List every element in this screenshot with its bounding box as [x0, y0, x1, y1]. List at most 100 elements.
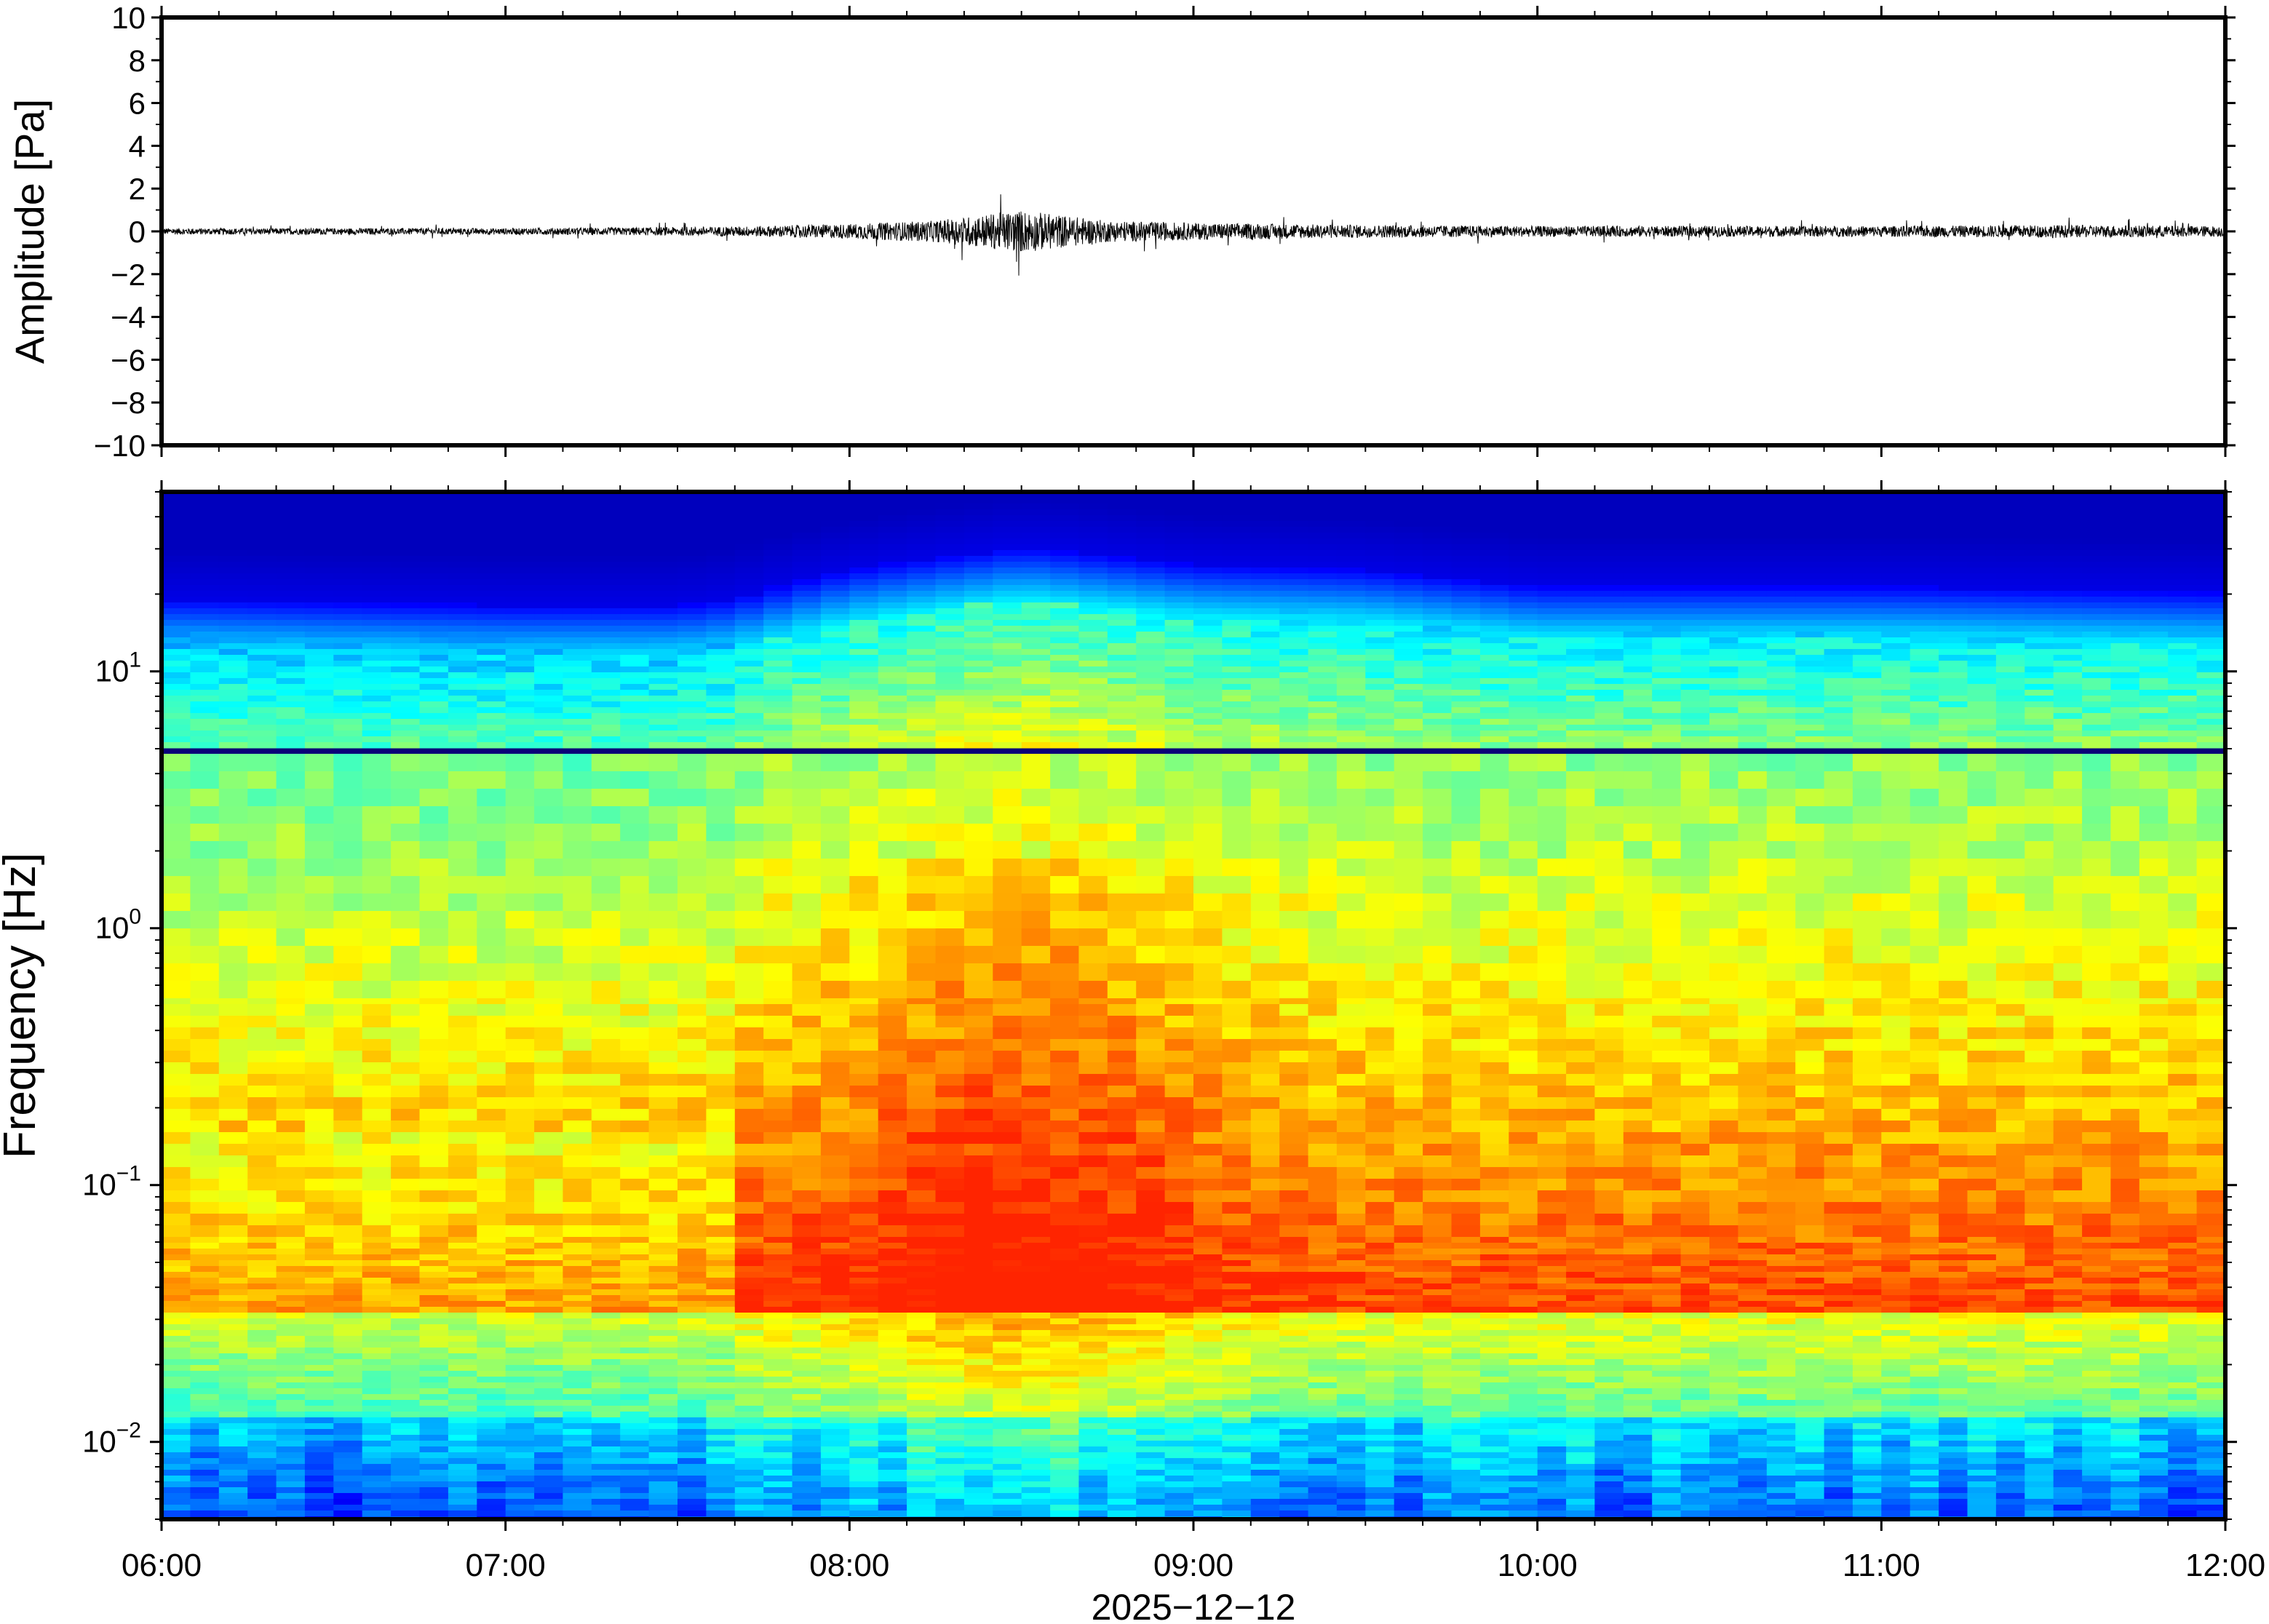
- spectrogram-cell: [419, 655, 449, 661]
- spectrogram-cell: [190, 655, 220, 661]
- spectrogram-cell: [362, 544, 392, 551]
- spectrogram-cell: [1193, 562, 1223, 568]
- spectrogram-cell: [792, 655, 822, 661]
- spectrogram-cell: [706, 1394, 736, 1401]
- spectrogram-cell: [1021, 1167, 1051, 1179]
- spectrogram-cell: [1136, 696, 1166, 702]
- spectrogram-cell: [1078, 701, 1108, 708]
- spectrogram-cell: [1222, 1458, 1252, 1465]
- spectrogram-cell: [1050, 509, 1080, 516]
- spectrogram-cell: [907, 771, 937, 789]
- spectrogram-cell: [391, 731, 421, 737]
- spectrogram-cell: [419, 1272, 449, 1278]
- spectrogram-cell: [820, 1278, 850, 1284]
- spectrogram-cell: [247, 1039, 277, 1051]
- spectrogram-cell: [878, 1289, 907, 1296]
- spectrogram-cell: [1021, 1121, 1051, 1133]
- spectrogram-cell: [849, 1400, 879, 1406]
- spectrogram-cell: [849, 509, 879, 516]
- spectrogram-cell: [792, 1429, 822, 1436]
- spectrogram-cell: [963, 725, 993, 731]
- spectrogram-cell: [1164, 1179, 1194, 1191]
- spectrogram-cell: [505, 1004, 535, 1016]
- spectrogram-cell: [935, 1027, 965, 1040]
- spectrogram-cell: [276, 527, 306, 533]
- spectrogram-cell: [820, 841, 850, 859]
- spectrogram-cell: [706, 1330, 736, 1337]
- spectrogram-cell: [648, 1377, 678, 1383]
- spectrogram-cell: [1136, 911, 1166, 929]
- spectrogram-cell: [620, 928, 650, 947]
- spectrogram-cell: [304, 1371, 334, 1377]
- spectrogram-cell: [1107, 1505, 1137, 1511]
- spectrogram-cell: [1222, 602, 1252, 609]
- spectrogram-cell: [1136, 946, 1166, 964]
- spectrogram-cell: [620, 824, 650, 842]
- spectrogram-cell: [907, 1382, 937, 1389]
- spectrogram-cell: [1136, 538, 1166, 545]
- spectrogram-cell: [1078, 1086, 1108, 1098]
- spectrogram-cell: [333, 707, 363, 714]
- spectrogram-cell: [276, 754, 306, 772]
- spectrogram-cell: [1050, 1027, 1080, 1040]
- spectrogram-cell: [935, 1167, 965, 1179]
- spectrogram-cell: [534, 533, 564, 539]
- spectrogram-cell: [218, 1435, 248, 1441]
- spectrogram-cell: [534, 1377, 564, 1383]
- spectrogram-cell: [505, 573, 535, 580]
- spectrogram-cell: [1193, 1353, 1223, 1360]
- spectrogram-cell: [1078, 544, 1108, 551]
- spectrogram-cell: [734, 568, 764, 574]
- spectrogram-cell: [648, 1283, 678, 1290]
- spectrogram-cell: [276, 579, 306, 586]
- spectrogram-cell: [419, 1016, 449, 1028]
- spectrogram-cell: [963, 1167, 993, 1179]
- spectrogram-cell: [734, 684, 764, 690]
- spectrogram-cell: [792, 602, 822, 609]
- spectrogram-cell: [190, 1214, 220, 1226]
- spectrogram-cell: [1107, 731, 1137, 737]
- spectrogram-cell: [677, 1388, 707, 1395]
- spectrogram-cell: [276, 509, 306, 516]
- spectrogram-cell: [190, 1423, 220, 1430]
- spectrogram-cell: [333, 1481, 363, 1488]
- spectrogram-cell: [534, 1062, 564, 1075]
- spectrogram-cell: [1050, 742, 1080, 749]
- spectrogram-cell: [1136, 771, 1166, 789]
- spectrogram-cell: [1021, 1388, 1051, 1395]
- spectrogram-cell: [1164, 602, 1194, 609]
- spectrogram-cell: [304, 1266, 334, 1273]
- spectrogram-cell: [620, 1132, 650, 1145]
- spectrogram-cell: [849, 1441, 879, 1447]
- spectrogram-cell: [677, 579, 707, 586]
- spectrogram-cell: [734, 1237, 764, 1243]
- spectrogram-cell: [304, 1441, 334, 1447]
- spectrogram-cell: [792, 1051, 822, 1063]
- spectrogram-cell: [1078, 1249, 1108, 1255]
- spectrogram-cell: [276, 602, 306, 609]
- spectrogram-cell: [849, 1318, 879, 1325]
- spectrogram-cell: [1164, 1423, 1194, 1430]
- spectrogram-cell: [734, 1481, 764, 1488]
- spectrogram-cell: [734, 573, 764, 580]
- spectrogram-cell: [304, 1353, 334, 1360]
- spectrogram-cell: [477, 1074, 506, 1086]
- spectrogram-cell: [419, 591, 449, 597]
- spectrogram-cell: [792, 1202, 822, 1214]
- spectrogram-cell: [477, 544, 506, 551]
- spectrogram-cell: [907, 1062, 937, 1075]
- spectrogram-cell: [1078, 1371, 1108, 1377]
- spectrogram-cell: [477, 1278, 506, 1284]
- spectrogram-cell: [763, 690, 793, 696]
- spectrogram-cell: [448, 1318, 477, 1325]
- spectrogram-cell: [1164, 626, 1194, 632]
- spectrogram-cell: [419, 1109, 449, 1121]
- spectrogram-cell: [1164, 1202, 1194, 1214]
- spectrogram-cell: [620, 1086, 650, 1098]
- spectrogram-cell: [792, 515, 822, 522]
- spectrogram-cell: [1050, 946, 1080, 964]
- spectrogram-cell: [1164, 1452, 1194, 1459]
- spectrogram-cell: [620, 876, 650, 894]
- spectrogram-cell: [648, 1481, 678, 1488]
- spectrogram-cell: [935, 1051, 965, 1063]
